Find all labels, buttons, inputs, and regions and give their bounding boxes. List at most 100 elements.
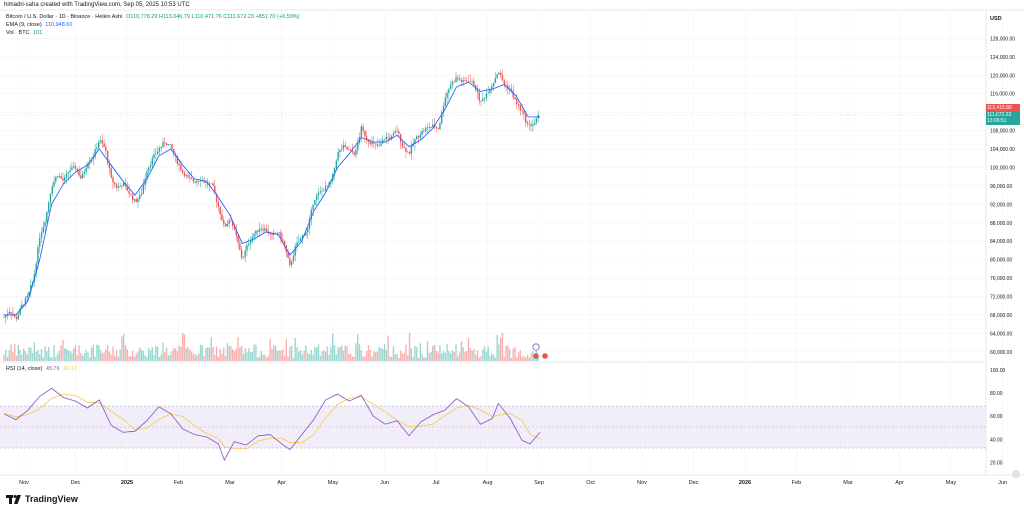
candle-body xyxy=(242,257,245,258)
time-tick-label: Feb xyxy=(174,480,183,486)
volume-bar xyxy=(260,351,262,361)
candle-body xyxy=(419,135,421,138)
volume-bar xyxy=(496,335,498,361)
candle-body xyxy=(223,220,225,224)
time-tick-label: Nov xyxy=(19,480,29,486)
time-tick-label: Mar xyxy=(225,480,235,486)
volume-bar xyxy=(416,347,418,361)
candle-body xyxy=(226,223,229,227)
volume-bar xyxy=(464,351,466,361)
rsi-tick-label: 100.00 xyxy=(990,368,1006,374)
volume-bar xyxy=(510,357,513,361)
candle-body xyxy=(380,143,382,146)
volume-bar xyxy=(71,352,73,361)
volume-bar xyxy=(474,354,477,361)
ema-label[interactable]: EMA (9, close) xyxy=(6,22,42,28)
volume-bar xyxy=(257,357,259,361)
candle-body xyxy=(255,230,257,235)
rsi-label[interactable]: RSI (14, close) xyxy=(6,366,43,372)
volume-bar xyxy=(448,351,450,361)
candle-body xyxy=(164,142,166,144)
volume-bar xyxy=(49,356,52,361)
volume-label[interactable]: Vol · BTC xyxy=(6,30,30,36)
volume-bar xyxy=(419,343,421,361)
volume-bar xyxy=(44,346,46,361)
candle-body xyxy=(24,298,27,305)
volume-bar xyxy=(485,351,488,361)
volume-bar xyxy=(469,348,472,361)
settings-gear-icon[interactable] xyxy=(1012,470,1020,478)
price-tick-label: 100,000.00 xyxy=(990,165,1015,171)
candle-body xyxy=(374,143,377,145)
volume-bar xyxy=(51,357,53,361)
rsi-tick-label: 60.00 xyxy=(990,414,1003,420)
earnings-flag-icon[interactable] xyxy=(533,353,539,359)
volume-bar xyxy=(165,347,168,361)
volume-bar xyxy=(344,345,346,361)
volume-bar xyxy=(526,355,529,361)
volume-bar xyxy=(290,345,293,361)
candle-body xyxy=(408,151,411,154)
volume-bar xyxy=(348,354,350,361)
volume-bar xyxy=(278,350,280,361)
candle-body xyxy=(230,220,232,222)
candle-body xyxy=(398,131,400,134)
volume-bar xyxy=(433,344,436,361)
candle-body xyxy=(478,91,480,101)
candle-body xyxy=(258,228,261,232)
candle-body xyxy=(307,228,309,233)
volume-bar xyxy=(167,355,170,361)
candle-body xyxy=(142,185,145,194)
volume-bar xyxy=(117,356,120,361)
volume-bar xyxy=(87,352,89,361)
volume-bar xyxy=(460,341,463,361)
volume-bar xyxy=(283,356,286,361)
volume-bar xyxy=(219,348,221,361)
volume-bar xyxy=(271,348,273,361)
candle-body xyxy=(80,175,82,179)
candle-body xyxy=(71,167,73,170)
candle-body xyxy=(310,209,313,219)
candle-body xyxy=(444,98,447,106)
volume-bar xyxy=(53,344,55,361)
event-marker[interactable] xyxy=(532,343,540,351)
volume-bar xyxy=(28,347,30,361)
volume-bar xyxy=(373,351,375,361)
candle-body xyxy=(44,221,46,227)
volume-bar xyxy=(405,344,407,361)
time-tick-label: May xyxy=(328,480,339,486)
volume-bar xyxy=(408,332,411,361)
candle-body xyxy=(26,296,28,299)
volume-bar xyxy=(358,344,361,361)
candle-body xyxy=(169,144,171,145)
volume-bar xyxy=(414,346,416,361)
candle-body xyxy=(160,146,162,148)
volume-bar xyxy=(14,344,16,361)
price-tick-label: 84,000.00 xyxy=(990,239,1012,245)
symbol-title[interactable]: Bitcoin / U.S. Dollar · 1D · Binance · H… xyxy=(6,14,123,20)
candle-body xyxy=(496,74,498,79)
candle-body xyxy=(76,168,78,171)
volume-bar xyxy=(155,345,157,361)
volume-bar xyxy=(267,355,270,361)
volume-bar xyxy=(169,354,171,361)
volume-bar xyxy=(394,354,396,361)
volume-bar xyxy=(446,344,448,361)
candle-body xyxy=(514,97,516,100)
candle-body xyxy=(65,173,68,178)
price-tag-green: 111,672.23 xyxy=(986,111,1020,119)
currency-label[interactable]: USD xyxy=(990,16,1002,22)
volume-bar xyxy=(210,337,212,361)
candle-body xyxy=(487,92,489,94)
candle-body xyxy=(181,169,184,173)
candle-body xyxy=(351,150,354,153)
candle-body xyxy=(519,105,522,111)
candle-body xyxy=(210,183,212,185)
volume-bar xyxy=(103,352,105,361)
volume-bar xyxy=(226,342,229,361)
candle-body xyxy=(10,312,12,314)
volume-bar xyxy=(146,357,148,361)
dividend-flag-icon[interactable] xyxy=(542,353,548,359)
tradingview-logo[interactable]: TradingView xyxy=(6,494,78,504)
